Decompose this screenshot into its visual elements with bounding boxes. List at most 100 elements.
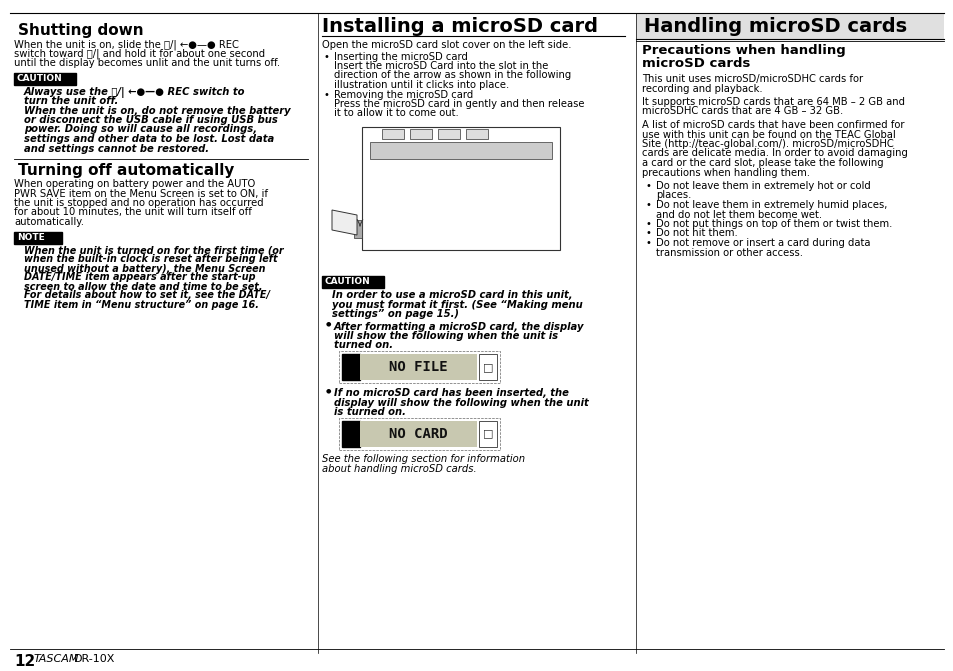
Bar [14,72,76,85]
Text: until the display becomes unlit and the unit turns off.: until the display becomes unlit and the … [14,58,280,68]
Text: Do not remove or insert a card during data: Do not remove or insert a card during da… [656,238,869,248]
Text: If no microSD card has been inserted, the: If no microSD card has been inserted, th… [334,388,568,398]
Text: Inserting the microSD card: Inserting the microSD card [334,52,467,62]
Bar [478,354,497,380]
Text: precautions when handling them.: precautions when handling them. [641,168,809,178]
Text: is turned on.: is turned on. [334,407,405,417]
Text: •: • [324,89,330,99]
Text: automatically.: automatically. [14,217,84,227]
Text: DR-10X: DR-10X [74,654,115,664]
Bar [322,276,384,288]
Text: DATE/TIME item appears after the start-up: DATE/TIME item appears after the start-u… [24,272,255,282]
Text: switch toward ⓨ/| and hold it for about one second: switch toward ⓨ/| and hold it for about … [14,48,265,59]
Text: •: • [324,52,330,62]
Text: Press the microSD card in gently and then release: Press the microSD card in gently and the… [334,99,584,109]
Text: settings and other data to be lost. Lost data: settings and other data to be lost. Lost… [24,134,274,144]
Text: display will show the following when the unit: display will show the following when the… [334,397,588,407]
Bar [465,129,488,139]
Text: use with this unit can be found on the TEAC Global: use with this unit can be found on the T… [641,130,895,140]
Text: power. Doing so will cause all recordings,: power. Doing so will cause all recording… [24,125,256,134]
Bar [361,127,559,250]
Bar [359,421,476,446]
Bar [341,421,359,446]
Text: •: • [645,229,651,238]
Text: Turning off automatically: Turning off automatically [18,163,234,178]
Text: you must format it first. (See “Making menu: you must format it first. (See “Making m… [332,299,582,309]
Text: Handling microSD cards: Handling microSD cards [643,17,906,36]
Bar [338,417,499,450]
Text: TASCAM: TASCAM [34,654,79,664]
Bar [381,129,403,139]
Text: When operating on battery power and the AUTO: When operating on battery power and the … [14,179,255,189]
Bar [338,351,499,383]
Text: settings” on page 15.): settings” on page 15.) [332,309,458,319]
Text: •: • [645,238,651,248]
Text: □: □ [482,429,493,439]
Text: Shutting down: Shutting down [18,23,144,38]
Text: PWR SAVE item on the Menu Screen is set to ON, if: PWR SAVE item on the Menu Screen is set … [14,189,268,199]
Bar [341,354,359,380]
Text: direction of the arrow as shown in the following: direction of the arrow as shown in the f… [334,70,571,81]
Text: CAUTION: CAUTION [17,74,63,83]
Text: •: • [645,181,651,191]
Bar [370,142,552,159]
Text: Open the microSD card slot cover on the left side.: Open the microSD card slot cover on the … [322,40,571,50]
Text: This unit uses microSD/microSDHC cards for: This unit uses microSD/microSDHC cards f… [641,74,862,84]
Text: turned on.: turned on. [334,340,393,350]
Text: ●: ● [326,321,331,327]
Text: a card or the card slot, please take the following: a card or the card slot, please take the… [641,158,882,168]
Text: In order to use a microSD card in this unit,: In order to use a microSD card in this u… [332,290,572,300]
Text: Insert the microSD Card into the slot in the: Insert the microSD Card into the slot in… [334,61,548,71]
Text: and do not let them become wet.: and do not let them become wet. [656,209,821,219]
Text: Site (http://teac-global.com/). microSD/microSDHC: Site (http://teac-global.com/). microSD/… [641,139,893,149]
Text: When the unit is on, do not remove the battery: When the unit is on, do not remove the b… [24,105,291,115]
Text: See the following section for information: See the following section for informatio… [322,454,524,464]
Bar [354,220,361,238]
Text: for about 10 minutes, the unit will turn itself off: for about 10 minutes, the unit will turn… [14,207,252,217]
Text: Always use the ⓨ/| ←●—● REC switch to: Always use the ⓨ/| ←●—● REC switch to [24,87,245,97]
Bar [410,129,432,139]
Text: unused without a battery), the Menu Screen: unused without a battery), the Menu Scre… [24,264,265,274]
Text: transmission or other access.: transmission or other access. [656,248,802,258]
Text: ●: ● [326,388,331,393]
Text: After formatting a microSD card, the display: After formatting a microSD card, the dis… [334,321,584,331]
Text: Removing the microSD card: Removing the microSD card [334,89,473,99]
Text: When the unit is turned on for the first time (or: When the unit is turned on for the first… [24,246,283,256]
Text: •: • [645,200,651,210]
Text: NOTE: NOTE [17,233,45,242]
Text: When the unit is on, slide the ⓨ/| ←●—● REC: When the unit is on, slide the ⓨ/| ←●—● … [14,39,238,50]
Text: It supports microSD cards that are 64 MB – 2 GB and: It supports microSD cards that are 64 MB… [641,97,904,107]
Text: microSD cards: microSD cards [641,57,750,70]
Text: Installing a microSD card: Installing a microSD card [322,17,598,36]
Text: A list of microSD cards that have been confirmed for: A list of microSD cards that have been c… [641,120,903,130]
Bar [636,13,943,39]
Text: For details about how to set it, see the DATE/: For details about how to set it, see the… [24,291,270,301]
Text: Do not leave them in extremely hot or cold: Do not leave them in extremely hot or co… [656,181,870,191]
Bar [437,129,459,139]
Text: Do not leave them in extremely humid places,: Do not leave them in extremely humid pla… [656,200,886,210]
Text: it to allow it to come out.: it to allow it to come out. [334,109,458,119]
Text: NO CARD: NO CARD [389,427,447,440]
Bar [359,354,476,380]
Text: the unit is stopped and no operation has occurred: the unit is stopped and no operation has… [14,198,263,208]
Text: or disconnect the USB cable if using USB bus: or disconnect the USB cable if using USB… [24,115,277,125]
Text: Do not put things on top of them or twist them.: Do not put things on top of them or twis… [656,219,891,229]
Text: Do not hit them.: Do not hit them. [656,229,737,238]
Text: CAUTION: CAUTION [325,278,371,287]
Text: NO FILE: NO FILE [389,360,447,374]
Bar [14,231,62,244]
Text: recording and playback.: recording and playback. [641,83,761,93]
Text: illustration until it clicks into place.: illustration until it clicks into place. [334,80,509,90]
Text: TIME item in “Menu structure” on page 16.: TIME item in “Menu structure” on page 16… [24,299,258,309]
Text: places.: places. [656,191,691,201]
Text: □: □ [482,362,493,372]
Text: 12: 12 [14,654,35,669]
Text: turn the unit off.: turn the unit off. [24,96,118,106]
Text: and settings cannot be restored.: and settings cannot be restored. [24,144,209,154]
Text: microSDHC cards that are 4 GB – 32 GB.: microSDHC cards that are 4 GB – 32 GB. [641,107,842,117]
Text: will show the following when the unit is: will show the following when the unit is [334,331,558,341]
Polygon shape [332,210,356,235]
Text: when the built-in clock is reset after being left: when the built-in clock is reset after b… [24,254,277,264]
Text: •: • [645,219,651,229]
Text: screen to allow the date and time to be set.: screen to allow the date and time to be … [24,282,262,291]
